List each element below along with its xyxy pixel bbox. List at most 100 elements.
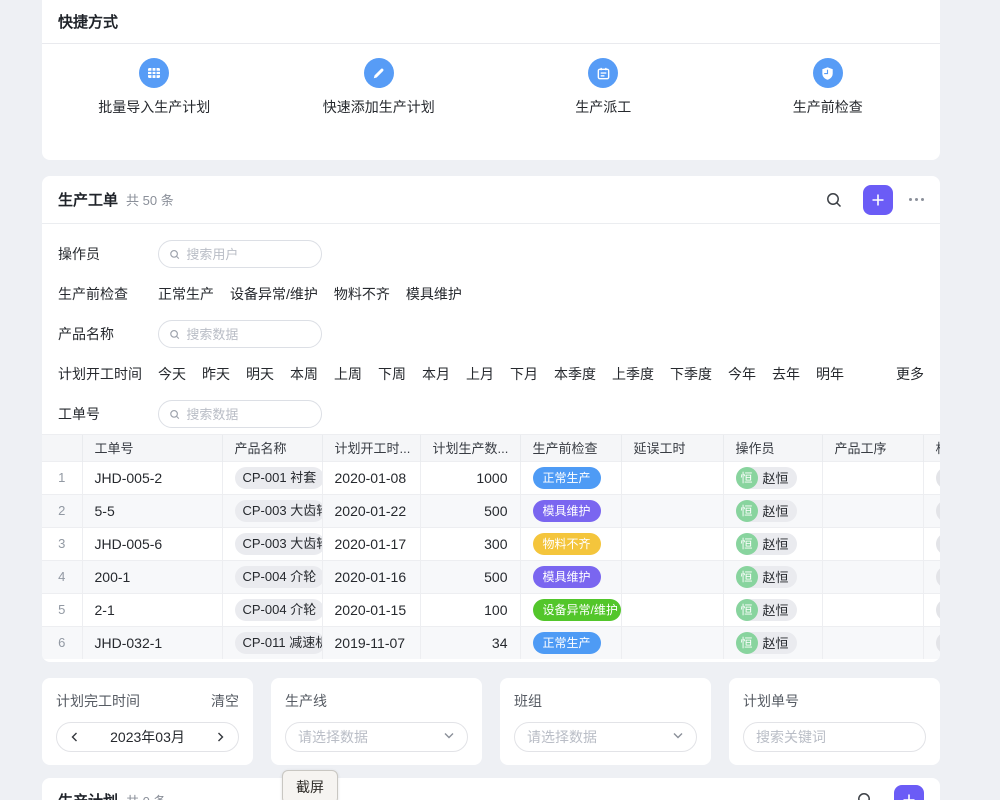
screenshot-button[interactable]: 截屏 [282,770,338,800]
operator-tag: 恒赵恒 [735,631,797,654]
product-tag: CP-011 减速机 [234,631,321,654]
col-product: 产品名称 [222,435,323,461]
plan-no-search-box[interactable] [743,722,926,752]
product-search-box[interactable] [158,320,322,348]
time-option[interactable]: 下周 [378,366,406,382]
shortcut-dispatch[interactable]: 生产派工 [491,58,716,117]
pre-check-option-device[interactable]: 设备异常/维护 [230,286,318,302]
col-pre-check: 生产前检查 [520,435,622,461]
filter-label: 产品名称 [58,326,114,342]
clear-button[interactable]: 清空 [211,693,239,709]
qty-cell: 500 [420,493,521,527]
production-line-select[interactable]: 请选择数据 [285,722,468,752]
shield-icon [812,58,843,88]
filter-plan-start: 计划开工时间 今天 昨天 明天 本周 上周 下周 本月 上月 下月 本季度 上季… [58,354,924,394]
product-tag: CP-001 衬套 [234,466,321,489]
delay-cell [621,526,724,560]
time-option[interactable]: 下季度 [670,366,712,382]
time-option[interactable]: 上周 [334,366,362,382]
shortcut-label: 快速添加生产计划 [322,99,435,115]
search-icon[interactable] [850,785,880,800]
shortcut-quick-add[interactable]: 快速添加生产计划 [267,58,492,117]
time-option[interactable]: 下月 [510,366,538,382]
row-num: 5 [42,592,83,626]
chevron-right-icon[interactable] [214,731,226,743]
filter-product-name: 产品名称 [58,314,924,354]
pre-check-option-material[interactable]: 物料不齐 [333,286,390,302]
chevron-left-icon[interactable] [69,731,81,743]
time-option[interactable]: 今年 [728,366,756,382]
search-icon[interactable] [819,185,849,215]
delay-cell [621,592,724,626]
time-option[interactable]: 上月 [466,366,494,382]
delay-cell [621,460,724,494]
col-row-num [42,435,83,461]
completion-time-card: 计划完工时间 清空 2023年03月 [42,678,253,765]
shortcut-label: 生产前检查 [792,99,863,115]
more-icon[interactable] [909,198,924,201]
row-num: 6 [42,625,83,659]
production-line-label: 生产线 [285,693,327,709]
order-no-search-box[interactable] [158,400,322,428]
order-no-search-input[interactable] [186,406,311,422]
search-icon [170,409,180,419]
shortcuts-title: 快捷方式 [58,14,119,31]
table-row[interactable]: 4 200-1 CP-004 介轮 2020-01-16 500 模具维护 恒赵… [42,559,940,593]
filter-label: 生产前检查 [58,286,128,302]
filter-pre-check: 生产前检查 正常生产 设备异常/维护 物料不齐 模具维护 [58,274,924,314]
process-cell [822,625,924,659]
start-date-cell: 2020-01-16 [322,559,421,593]
order-no-cell: 5-5 [82,493,223,527]
qty-cell: 500 [420,559,521,593]
more-time-options-link[interactable]: 更多 [896,366,924,382]
table-row[interactable]: 5 2-1 CP-004 介轮 2020-01-15 100 设备异常/维护 恒… [42,592,940,626]
operator-search-input[interactable] [186,246,311,262]
start-date-cell: 2020-01-08 [322,460,421,494]
add-button[interactable] [894,785,924,800]
avatar: 恒 [735,466,758,489]
time-option[interactable]: 明年 [816,366,844,382]
filter-order-no: 工单号 [58,394,924,434]
time-option[interactable]: 本月 [422,366,450,382]
table-row[interactable]: 1 JHD-005-2 CP-001 衬套 2020-01-08 1000 正常… [42,460,940,494]
table-row[interactable]: 3 JHD-005-6 CP-003 大齿轮 2020-01-17 300 物料… [42,526,940,560]
operator-search-box[interactable] [158,240,322,268]
qty-cell: 1000 [420,460,521,494]
add-button[interactable] [863,184,893,215]
table-header-row: 工单号 产品名称 计划开工时... 计划生产数... 生产前检查 延误工时 操作… [42,435,940,461]
avatar: 恒 [735,499,758,522]
table-row[interactable]: 6 JHD-032-1 CP-011 减速机 2019-11-07 34 正常生… [42,625,940,659]
machine-tag [935,631,940,654]
shortcut-label: 批量导入生产计划 [98,99,211,115]
calendar-icon [588,58,619,88]
team-select[interactable]: 请选择数据 [514,722,697,752]
time-option[interactable]: 上季度 [612,366,654,382]
team-card: 班组 请选择数据 [500,678,711,765]
month-picker[interactable]: 2023年03月 [56,722,239,752]
time-option[interactable]: 昨天 [202,366,230,382]
production-plan-card: 生产计划 共 0 条 [42,778,940,800]
production-plan-title: 生产计划 [58,790,118,800]
search-icon [170,249,180,259]
shortcut-pre-check[interactable]: 生产前检查 [716,58,941,117]
status-badge: 模具维护 [532,499,601,522]
plan-no-search-input[interactable] [756,729,913,745]
time-option[interactable]: 明天 [246,366,274,382]
col-start-date: 计划开工时... [322,435,421,461]
time-option[interactable]: 去年 [772,366,800,382]
pre-check-option-mold[interactable]: 模具维护 [405,286,462,302]
product-search-input[interactable] [186,326,311,342]
time-option[interactable]: 本周 [290,366,318,382]
machine-tag [935,466,940,489]
shortcut-batch-import[interactable]: 批量导入生产计划 [42,58,267,117]
production-line-card: 生产线 请选择数据 [271,678,482,765]
time-option[interactable]: 今天 [158,366,186,382]
time-option[interactable]: 本季度 [554,366,596,382]
machine-tag [935,565,940,588]
row-num: 2 [42,493,83,527]
delay-cell [621,625,724,659]
table-row[interactable]: 2 5-5 CP-003 大齿轮 2020-01-22 500 模具维护 恒赵恒 [42,493,940,527]
plan-no-card: 计划单号 [729,678,940,765]
pre-check-option-normal[interactable]: 正常生产 [158,286,214,302]
team-label: 班组 [514,693,542,709]
